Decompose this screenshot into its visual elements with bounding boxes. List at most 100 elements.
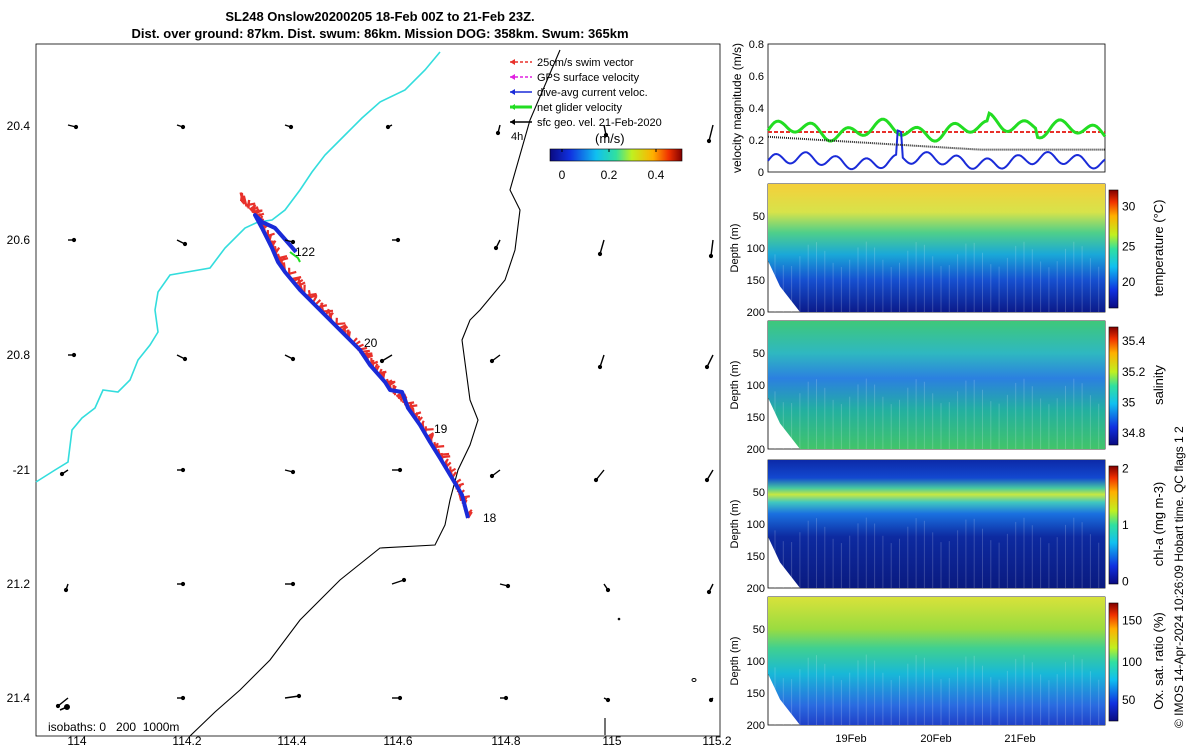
temperature-ylabel: Depth (m) [729,224,741,273]
chla-ylabel: Depth (m) [729,500,741,549]
salinity-colorbar-label: salinity [1151,365,1166,405]
geo-velocity-arrow [284,693,302,699]
geo-velocity-arrow [385,124,393,130]
map-x-tick-114: 114 [67,734,86,748]
map-x-tick-114.8: 114.8 [491,734,520,748]
islands [617,617,697,682]
geo-velocity-arrow [392,695,403,701]
footer-timestamp: © IMOS 14-Apr-2024 10:26:09 Hobart time.… [1172,426,1186,728]
geo-velocity-arrow [392,467,403,473]
map-y-tick-21.4: 21.4 [7,691,31,705]
chla-depth-tick-150: 150 [747,551,765,563]
chla-section-panel: 50 100 150 200 Depth (m) 0 1 2 chl-a (mg m-3) [729,459,1166,595]
geo-velocity-arrow [63,583,69,593]
velocity-ylabel: velocity magnitude (m/s) [730,43,744,173]
oxygen-colorbar-label: Ox. sat. ratio (%) [1151,612,1166,710]
legend-label-0: 25cm/s swim vector [537,57,634,69]
geo-velocity-arrow [177,581,186,587]
geo-velocity-arrow [708,239,714,259]
temperature-colorbar [1108,189,1119,309]
panel-x-tick-21Feb: 21Feb [1004,733,1035,745]
speed-colorbar: (m/s) 0 0.2 0.4 [549,131,683,182]
velocity-y-tick-0: 0 [758,167,764,179]
geo-velocity-arrow [495,124,501,136]
swim-vector [251,209,263,213]
swim-vector [248,204,257,211]
map-x-tick-115.2: 115.2 [702,734,731,748]
temperature-field [768,184,1105,312]
map-x-tick-labels: 114 114.2 114.4 114.6 114.8 115 115.2 [67,734,731,748]
oxygen-depth-tick-150: 150 [747,688,765,700]
chla-field [768,460,1105,588]
geo-velocity-arrow [176,354,188,362]
swim-vector [239,192,244,202]
speed-tick-0.4: 0.4 [648,168,665,182]
salinity-depth-tick-50: 50 [753,348,765,360]
map-y-tick--21: -21 [13,463,31,477]
swim-vector [250,206,259,212]
salinity-section-panel: 50 100 150 200 Depth (m) 34.8 35 35.2 35.4 salini… [729,320,1166,456]
geo-velocity-arrow [379,354,393,364]
geo-velocity-arrow [285,581,296,587]
speed-tick-0.2: 0.2 [601,168,618,182]
salinity-ylabel: Depth (m) [729,361,741,410]
temperature-colorbar-label: temperature (°C) [1151,200,1166,297]
speed-tick-0: 0 [559,168,566,182]
swim-vector [297,281,306,288]
panel-x-tick-19Feb: 19Feb [835,733,866,745]
velocity-y-tick-0.4: 0.4 [749,103,764,115]
legend-item-1: GPS surface velocity [510,72,640,84]
geo-velocity-arrow [597,239,605,257]
temperature-depth-tick-200: 200 [747,307,765,319]
salinity-colorbar-tick-35.4: 35.4 [1122,334,1146,348]
geo-velocity-arrow [176,124,186,130]
temperature-section-panel: 50 100 150 200 Depth (m) 20 25 30 temperature (°… [729,183,1166,319]
geo-velocity-arrow [392,237,401,243]
map-y-tick-21.2: 21.2 [7,577,31,591]
map-x-tick-115: 115 [602,734,621,748]
geo-velocity-arrow [499,583,511,589]
velocity-y-tick-0.2: 0.2 [749,135,764,147]
swim-vector [278,257,289,262]
chla-depth-tick-100: 100 [747,519,765,531]
chla-depth-tick-200: 200 [747,583,765,595]
map-legend: 25cm/s swim vector GPS surface velocity di… [510,57,662,129]
geo-velocity-arrow [68,352,77,358]
net-glider-velocity-line [766,111,1107,143]
temperature-depth-tick-150: 150 [747,275,765,287]
temperature-colorbar-tick-25: 25 [1122,240,1136,254]
chla-colorbar-tick-2: 2 [1122,461,1129,475]
geo-velocity-arrow [593,469,605,483]
temperature-colorbar-tick-20: 20 [1122,275,1136,289]
oxygen-colorbar [1108,602,1119,722]
geo-velocity-arrow [500,695,509,701]
geo-velocity-arrow [55,697,69,709]
panel-x-tick-20Feb: 20Feb [920,733,951,745]
geo-velocity-arrow [706,583,714,595]
geo-velocity-arrow [706,124,714,144]
salinity-colorbar-tick-35.2: 35.2 [1122,365,1146,379]
sfc-geo-velocity-arrows [55,124,714,709]
chla-colorbar-tick-0: 0 [1122,575,1129,589]
velocity-y-tick-0.8: 0.8 [749,39,764,51]
velocity-y-tick-0.6: 0.6 [749,71,764,83]
map-y-tick-20.4: 20.4 [7,119,31,133]
day-label-19: 19 [434,422,448,436]
dive-avg-current-line [767,129,1106,171]
chla-depth-tick-50: 50 [753,487,765,499]
temperature-depth-tick-50: 50 [753,211,765,223]
geo-velocity-arrow [704,469,714,483]
chla-colorbar [1108,465,1119,585]
geo-velocity-arrow [67,124,79,130]
oxygen-colorbar-tick-50: 50 [1122,693,1136,707]
chla-colorbar-tick-1: 1 [1122,518,1129,532]
geo-velocity-arrow [708,697,714,703]
sfc-geo-velocity-line [767,135,1105,151]
isobaths-label: isobaths: 0 200 1000m [48,720,179,734]
legend-item-4: sfc geo. vel. 21-Feb-2020 [510,117,662,129]
chart-title-line1: SL248 Onslow20200205 18-Feb 00Z to 21-Fe… [225,9,535,24]
legend-label-4: sfc geo. vel. 21-Feb-2020 [537,117,662,129]
map-x-tick-114.2: 114.2 [172,734,201,748]
oxygen-depth-tick-200: 200 [747,720,765,732]
map-x-tick-114.6: 114.6 [383,734,412,748]
